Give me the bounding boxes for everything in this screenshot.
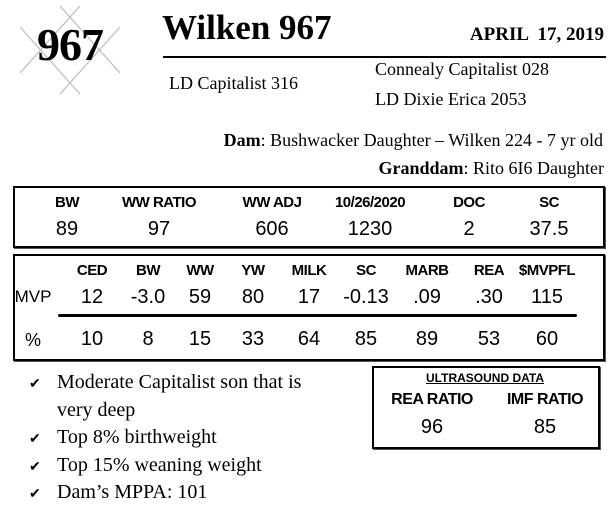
epd-rule (58, 314, 577, 317)
granddam-line: Granddam: Rito 6I6 Daughter (378, 158, 604, 179)
epd-header: SC (356, 262, 376, 279)
epd-header: REA (473, 262, 505, 279)
title-rule (163, 56, 606, 58)
bullet-text: Moderate Capitalist son that is (57, 371, 302, 393)
weights-header: WW RATIO (121, 194, 197, 211)
checkmark-icon: ✔ (29, 377, 41, 392)
epd-header: CED (76, 262, 108, 279)
epd-header: BW (136, 262, 161, 279)
weights-box (13, 186, 605, 248)
epd-percentile-value: 89 (415, 328, 439, 350)
epd-percentile-value: 53 (477, 328, 501, 350)
epd-percentile-value: 64 (297, 328, 321, 350)
epd-header: WW (186, 262, 214, 279)
weights-header: SC (539, 194, 559, 211)
weights-header: WW ADJ (242, 194, 302, 211)
epd-percentile-value: 10 (80, 328, 104, 350)
epd-mvp-value: 12 (80, 286, 104, 308)
epd-percentile-value: 33 (241, 328, 265, 350)
epd-mvp-value: 17 (297, 286, 321, 308)
rea-ratio-value: 96 (420, 416, 444, 438)
epd-mvp-value: -0.13 (343, 286, 389, 308)
epd-mvp-value: -3.0 (130, 286, 166, 308)
ultrasound-box (372, 366, 600, 449)
dam-line: Dam: Bushwacker Daughter – Wilken 224 - … (224, 130, 603, 151)
mvp-label: MVP (14, 287, 52, 306)
epd-percentile-value: 85 (354, 328, 378, 350)
weights-header: 10/26/2020 (334, 194, 406, 211)
epd-percentile-value: 60 (535, 328, 559, 350)
imf-ratio-value: 85 (533, 416, 557, 438)
weights-header: BW (55, 194, 80, 211)
dam-value: : Bushwacker Daughter – Wilken 224 - 7 y… (260, 130, 603, 150)
epd-mvp-value: 115 (531, 286, 563, 308)
epd-mvp-value: .09 (413, 286, 441, 308)
rea-ratio-header: REA RATIO (391, 391, 473, 408)
checkmark-icon: ✔ (29, 459, 41, 475)
epd-header: $MVPFL (518, 262, 576, 279)
epd-percentile-value: 8 (142, 328, 154, 350)
epd-box (13, 254, 605, 361)
epd-header: MARB (405, 262, 450, 279)
bullet-text: very deep (57, 398, 136, 421)
granddam-value: : Rito 6I6 Daughter (463, 158, 604, 178)
imf-ratio-header: IMF RATIO (506, 391, 584, 408)
sale-date: APRIL 17, 2019 (469, 24, 604, 45)
weights-value: 606 (255, 218, 289, 240)
epd-header: MILK (291, 262, 327, 279)
weights-value: 37.5 (529, 218, 569, 240)
logo-number: 967 (37, 19, 104, 70)
weights-header: DOC (453, 194, 485, 211)
sire-sire: Connealy Capitalist 028 (375, 59, 549, 79)
diamond-cross-logo-icon (20, 5, 120, 95)
epd-percentile-value: 15 (188, 328, 212, 350)
weights-value: 2 (463, 218, 475, 240)
checkmark-icon: ✔ (29, 487, 41, 502)
epd-header: YW (241, 262, 265, 279)
epd-mvp-value: 59 (188, 286, 212, 308)
weights-value: 89 (55, 218, 79, 240)
sire: LD Capitalist 316 (169, 73, 298, 93)
sire-dam: LD Dixie Erica 2053 (375, 89, 527, 109)
bullet-text: Dam’s MPPA: 101 (57, 481, 208, 503)
weights-value: 1230 (347, 218, 393, 240)
weights-value: 97 (147, 218, 171, 240)
page-title: Wilken 967 (162, 8, 332, 47)
epd-mvp-value: .30 (475, 286, 503, 308)
dam-label: Dam (223, 130, 261, 150)
epd-mvp-value: 80 (241, 286, 265, 308)
ultrasound-title: ULTRASOUND DATA (426, 371, 544, 385)
bullet-text: Top 15% weaning weight (57, 453, 262, 476)
bullet-text: Top 8% birthweight (57, 426, 217, 448)
checkmark-icon: ✔ (29, 432, 41, 447)
pct-label: % (24, 330, 42, 350)
granddam-label: Granddam (378, 158, 464, 178)
